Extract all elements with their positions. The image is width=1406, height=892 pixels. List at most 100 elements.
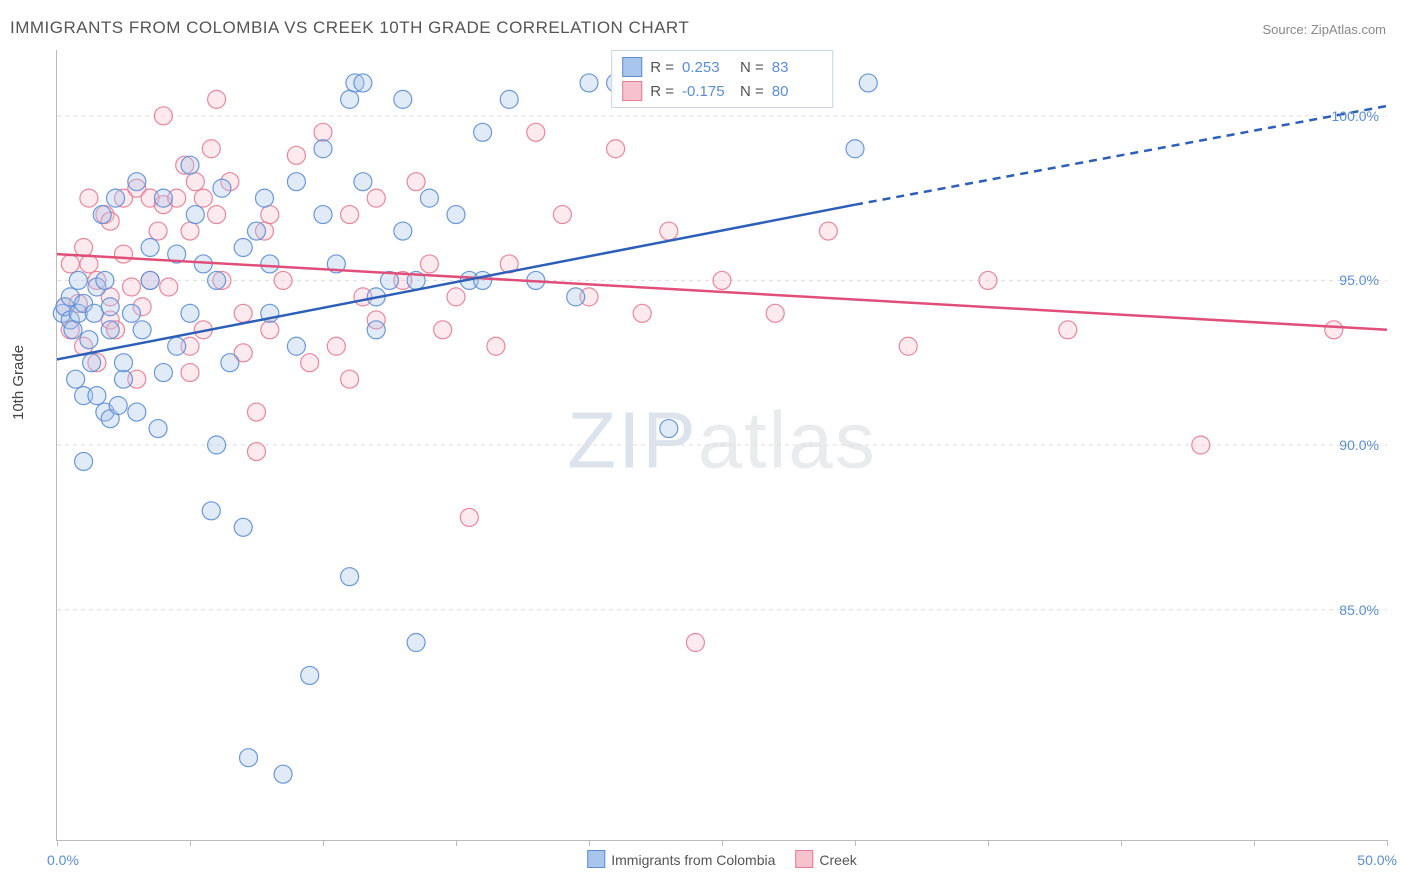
trend-line-dashed <box>855 106 1387 205</box>
scatter-point <box>181 156 199 174</box>
scatter-point <box>367 189 385 207</box>
x-tick-label-50: 50.0% <box>1357 852 1397 868</box>
scatter-point <box>160 278 178 296</box>
scatter-point <box>314 140 332 158</box>
scatter-point <box>80 255 98 273</box>
scatter-point <box>133 321 151 339</box>
scatter-point <box>208 90 226 108</box>
scatter-point <box>474 123 492 141</box>
scatter-point <box>261 206 279 224</box>
scatter-point <box>109 397 127 415</box>
scatter-point <box>274 765 292 783</box>
scatter-point <box>899 337 917 355</box>
scatter-point <box>194 189 212 207</box>
scatter-point <box>122 304 140 322</box>
scatter-point <box>420 255 438 273</box>
scatter-point <box>327 337 345 355</box>
scatter-point <box>115 370 133 388</box>
scatter-point <box>208 206 226 224</box>
scatter-point <box>88 387 106 405</box>
scatter-point <box>80 331 98 349</box>
scatter-point <box>248 403 266 421</box>
scatter-point <box>607 140 625 158</box>
scatter-point <box>221 354 239 372</box>
x-tick <box>589 840 590 846</box>
y-tick-label: 95.0% <box>1339 272 1379 288</box>
trend-line <box>57 254 1387 330</box>
scatter-point <box>202 502 220 520</box>
scatter-point <box>553 206 571 224</box>
x-tick <box>456 840 457 846</box>
source-label: Source: ZipAtlas.com <box>1262 22 1386 37</box>
scatter-point <box>1325 321 1343 339</box>
scatter-point <box>261 321 279 339</box>
stats-row-creek: R = -0.175 N = 80 <box>622 79 822 103</box>
legend-bottom: Immigrants from Colombia Creek <box>587 850 857 868</box>
scatter-point <box>567 288 585 306</box>
scatter-point <box>354 173 372 191</box>
scatter-point <box>819 222 837 240</box>
r-value-colombia: 0.253 <box>682 59 732 76</box>
n-value-colombia: 83 <box>772 59 822 76</box>
scatter-point <box>208 271 226 289</box>
scatter-point <box>149 222 167 240</box>
scatter-point <box>69 271 87 289</box>
scatter-point <box>154 189 172 207</box>
y-tick-label: 85.0% <box>1339 602 1379 618</box>
scatter-point <box>67 370 85 388</box>
x-tick <box>722 840 723 846</box>
stats-legend: R = 0.253 N = 83 R = -0.175 N = 80 <box>611 50 833 108</box>
scatter-point <box>314 206 332 224</box>
scatter-point <box>234 239 252 257</box>
scatter-point <box>354 74 372 92</box>
scatter-point <box>447 206 465 224</box>
scatter-point <box>154 107 172 125</box>
scatter-point <box>407 634 425 652</box>
x-tick <box>57 840 58 846</box>
legend-label-creek: Creek <box>819 852 856 868</box>
scatter-point <box>255 189 273 207</box>
scatter-point <box>101 321 119 339</box>
scatter-point <box>1192 436 1210 454</box>
x-tick <box>855 840 856 846</box>
scatter-point <box>141 271 159 289</box>
scatter-point <box>341 90 359 108</box>
r-value-creek: -0.175 <box>682 83 732 100</box>
scatter-point <box>287 337 305 355</box>
y-axis-label: 10th Grade <box>10 345 27 420</box>
scatter-point <box>394 222 412 240</box>
scatter-point <box>101 298 119 316</box>
scatter-point <box>234 518 252 536</box>
scatter-point <box>274 271 292 289</box>
scatter-point <box>367 321 385 339</box>
x-tick <box>1121 840 1122 846</box>
scatter-point <box>314 123 332 141</box>
scatter-point <box>181 222 199 240</box>
scatter-point <box>168 337 186 355</box>
scatter-point <box>202 140 220 158</box>
scatter-point <box>234 304 252 322</box>
x-tick <box>988 840 989 846</box>
scatter-point <box>474 271 492 289</box>
stats-row-colombia: R = 0.253 N = 83 <box>622 55 822 79</box>
n-label: N = <box>740 83 764 100</box>
scatter-point <box>713 271 731 289</box>
scatter-point <box>248 222 266 240</box>
scatter-point <box>213 179 231 197</box>
swatch-colombia <box>622 57 642 77</box>
scatter-point <box>341 206 359 224</box>
scatter-point <box>261 255 279 273</box>
scatter-point <box>240 749 258 767</box>
scatter-point <box>633 304 651 322</box>
scatter-point <box>580 74 598 92</box>
scatter-point <box>341 370 359 388</box>
scatter-point <box>979 271 997 289</box>
scatter-point <box>420 189 438 207</box>
legend-label-colombia: Immigrants from Colombia <box>611 852 775 868</box>
legend-item-colombia: Immigrants from Colombia <box>587 850 775 868</box>
legend-swatch-creek <box>795 850 813 868</box>
scatter-point <box>128 173 146 191</box>
scatter-point <box>248 443 266 461</box>
legend-swatch-colombia <box>587 850 605 868</box>
x-tick <box>190 840 191 846</box>
